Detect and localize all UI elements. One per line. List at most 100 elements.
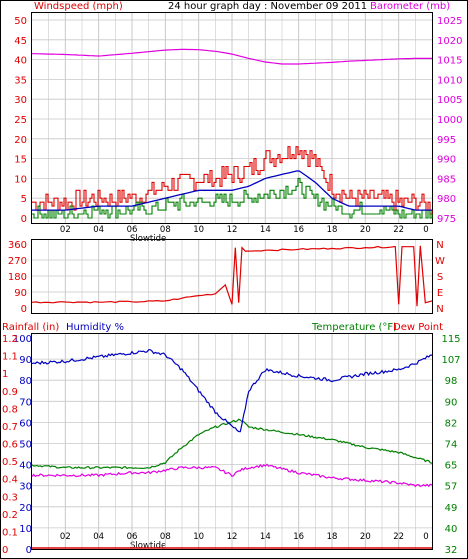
windspeed-low-series xyxy=(32,177,433,219)
x-tick-label-top: 16 xyxy=(293,225,304,235)
direction-tick-label: 0 xyxy=(21,304,27,315)
direction-tick-label: 180 xyxy=(8,272,27,283)
baro-tick-label: 1020 xyxy=(437,36,462,47)
x-note-top: Slowtide xyxy=(130,234,166,244)
humidity-tick-label: 50 xyxy=(19,440,32,451)
temperature-tick-label: 49 xyxy=(445,503,458,514)
rainfall-tick-label: 1.1 xyxy=(2,352,18,363)
baro-tick-label: 990 xyxy=(437,155,456,166)
baro-tick-label: 995 xyxy=(437,135,456,146)
humidity-tick-label: 70 xyxy=(19,397,32,408)
compass-tick-label: W xyxy=(435,256,445,267)
baro-tick-label: 980 xyxy=(437,194,456,205)
humidity-series xyxy=(31,349,432,433)
rainfall-tick-label: 1 xyxy=(2,369,8,380)
temperature-tick-label: 115 xyxy=(441,334,460,345)
wind-tick-label: 15 xyxy=(14,155,27,166)
chart-title: 24 hour graph day : November 09 2011 xyxy=(168,1,367,12)
x-tick-label-top: 0 xyxy=(423,225,428,235)
wind-tick-label: 20 xyxy=(14,135,27,146)
direction-tick-label: 90 xyxy=(14,288,27,299)
x-tick-label-top: 06 xyxy=(127,225,138,235)
compass-tick-label: N xyxy=(436,304,443,315)
wind-axis-title: Windspeed (mph) xyxy=(34,1,123,12)
rainfall-tick-label: 0 xyxy=(2,545,8,556)
humidity-tick-label: 40 xyxy=(19,461,32,472)
gust-series xyxy=(32,146,433,215)
compass-tick-label: N xyxy=(436,240,443,251)
x-tick-label-top: 14 xyxy=(260,225,271,235)
rainfall-tick-label: 0.8 xyxy=(2,404,18,415)
temperature-tick-label: 90 xyxy=(445,397,458,408)
x-tick-label-bottom: 12 xyxy=(227,532,238,542)
humidity-tick-label: 100 xyxy=(13,334,32,345)
wind-tick-label: 30 xyxy=(14,95,27,106)
compass-tick-label: E xyxy=(437,288,443,299)
rainfall-tick-label: 0.6 xyxy=(2,440,18,451)
rainfall-tick-label: 0.5 xyxy=(2,457,18,468)
temperature-tick-label: 74 xyxy=(445,440,458,451)
humidity-tick-label: 30 xyxy=(19,482,32,493)
x-tick-label-bottom: 06 xyxy=(127,532,138,542)
x-tick-label-bottom: 14 xyxy=(260,532,271,542)
direction-tick-label: 270 xyxy=(8,256,27,267)
temperature-tick-label: 98 xyxy=(445,376,458,387)
wind-average-series xyxy=(32,170,432,211)
x-tick-label-top: 02 xyxy=(60,225,71,235)
direction-tick-label: 360 xyxy=(8,240,27,251)
temperature-tick-label: 57 xyxy=(445,482,458,493)
baro-tick-label: 1015 xyxy=(437,56,462,67)
temperature-tick-label: 32 xyxy=(445,545,458,556)
baro-tick-label: 1025 xyxy=(437,16,462,27)
rainfall-tick-label: 0.9 xyxy=(2,387,18,398)
x-note-bottom: Slowtide xyxy=(130,541,166,551)
x-tick-label-bottom: 10 xyxy=(193,532,204,542)
x-tick-label-bottom: 04 xyxy=(93,532,104,542)
x-tick-label-top: 04 xyxy=(93,225,104,235)
humidity-tick-label: 60 xyxy=(19,418,32,429)
dewpoint-axis-title: Dew Point xyxy=(393,322,443,333)
x-tick-label-top: 22 xyxy=(393,225,404,235)
x-tick-label-bottom: 18 xyxy=(327,532,338,542)
wind-tick-label: 35 xyxy=(14,75,27,86)
baro-tick-label: 1010 xyxy=(437,75,462,86)
x-tick-label-bottom: 16 xyxy=(293,532,304,542)
baro-tick-label: 1005 xyxy=(437,95,462,106)
humidity-axis-title: Humidity % xyxy=(66,322,124,333)
humidity-tick-label: 20 xyxy=(19,503,32,514)
temperature-tick-label: 107 xyxy=(441,355,460,366)
wind-tick-label: 25 xyxy=(14,115,27,126)
rainfall-axis-title: Rainfall (in) xyxy=(2,322,59,333)
rainfall-tick-label: 0.3 xyxy=(2,492,18,503)
wind-direction-series xyxy=(31,245,433,307)
rainfall-tick-label: 0.7 xyxy=(2,422,18,433)
barometer-series xyxy=(32,48,432,65)
compass-tick-label: S xyxy=(437,272,443,283)
x-tick-label-top: 12 xyxy=(227,225,238,235)
temperature-tick-label: 65 xyxy=(445,461,458,472)
wind-tick-label: 5 xyxy=(21,194,27,205)
x-tick-label-bottom: 02 xyxy=(60,532,71,542)
temperature-tick-label: 40 xyxy=(445,524,458,535)
x-tick-label-bottom: 20 xyxy=(360,532,371,542)
rainfall-tick-label: 0.1 xyxy=(2,527,18,538)
wind-tick-label: 0 xyxy=(21,214,27,225)
x-tick-label-top: 20 xyxy=(360,225,371,235)
baro-axis-title: Barometer (mb) xyxy=(370,1,450,12)
baro-tick-label: 1000 xyxy=(437,115,462,126)
x-tick-label-top: 18 xyxy=(327,225,338,235)
rainfall-tick-label: 1.2 xyxy=(2,334,18,345)
wind-tick-label: 40 xyxy=(14,56,27,67)
wind-tick-label: 10 xyxy=(14,174,27,185)
humidity-tick-label: 80 xyxy=(19,376,32,387)
temperature-series xyxy=(31,418,433,470)
x-tick-label-top: 08 xyxy=(160,225,171,235)
wind-tick-label: 45 xyxy=(14,36,27,47)
dewpoint-series xyxy=(31,463,433,488)
baro-tick-label: 975 xyxy=(437,214,456,225)
wind-tick-label: 50 xyxy=(14,16,27,27)
x-tick-label-bottom: 22 xyxy=(393,532,404,542)
humidity-tick-label: 10 xyxy=(19,524,32,535)
baro-tick-label: 985 xyxy=(437,174,456,185)
